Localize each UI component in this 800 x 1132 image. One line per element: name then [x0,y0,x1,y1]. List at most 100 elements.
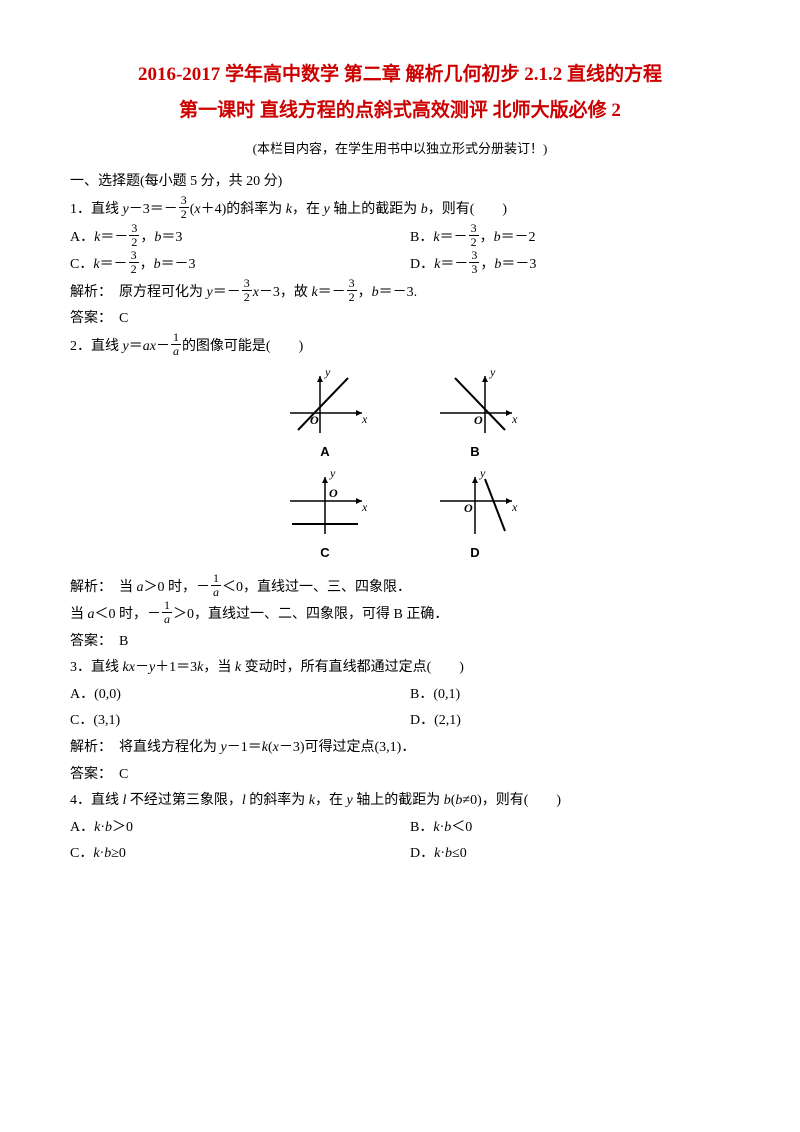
var-b: b [421,202,428,217]
opt-label: D． [410,257,434,272]
mid: 的斜率为 [246,793,309,808]
q4-option-b: B．k·b＜0 [400,815,730,842]
q1-options: A．k＝－32，b＝3 B．k＝－32，b＝－2 C．k＝－32，b＝－3 D．… [70,224,730,279]
q3-option-b: B．(0,1) [400,682,730,709]
eq: ＝－ [440,229,468,244]
exp-pre: 解析： 当 [70,579,137,594]
q1-option-c: C．k＝－32，b＝－3 [70,251,400,279]
exp-pre: 解析： 将直线方程化为 [70,740,221,755]
fraction-3-2: 32 [242,277,252,304]
opt-label: C． [70,257,93,272]
frac-num: 3 [242,277,252,291]
q2-tail: 的图像可能是( ) [182,339,303,354]
graph-label-c: C [280,541,370,566]
tail: －3)可得过定点(3,1)． [279,740,416,755]
q1-mid4: ，在 [292,202,324,217]
q1-tail: ，则有( ) [428,202,507,217]
q4-option-d: D．k·b≤0 [400,841,730,868]
section-1-heading: 一、选择题(每小题 5 分，共 20 分) [70,169,730,196]
q1-answer: 答案： C [70,306,730,333]
val: ＝－3 [161,257,196,272]
q1-explanation: 解析： 原方程可化为 y＝－32x－3，故 k＝－32，b＝－3. [70,279,730,307]
eq: ＝ [129,339,143,354]
question-1: 1．直线 y－3＝－32(x＋4)的斜率为 k，在 y 轴上的截距为 b，则有(… [70,196,730,224]
q3-option-d: D．(2,1) [400,708,730,735]
lt: ＜0 时，－ [95,607,162,622]
q2-explanation-1: 解析： 当 a＞0 时，－1a＜0，直线过一、三、四象限． [70,574,730,602]
val: ＝－3. [379,284,418,299]
graph-label-a: A [280,440,370,465]
val: ＝－3 [501,257,536,272]
svg-text:O: O [329,486,338,500]
var-b: b [445,846,452,861]
mid: ≠0)，则有( ) [462,793,561,808]
q3-answer: 答案： C [70,762,730,789]
var-b: b [444,793,451,808]
q1-option-d: D．k＝－33，b＝－3 [400,251,730,279]
q1-option-b: B．k＝－32，b＝－2 [400,224,730,252]
title-line-1: 2016-2017 学年高中数学 第二章 解析几何初步 2.1.2 直线的方程 [70,60,730,90]
graph-b: y x O B [430,368,520,465]
q4-option-a: A．k·b＞0 [70,815,400,842]
frac-num: 3 [179,194,189,208]
mid: － [135,660,149,675]
frac-den: 2 [469,236,479,249]
frac-den: 2 [179,208,189,221]
svg-text:O: O [474,413,483,427]
q2-explanation-2: 当 a＜0 时，－1a＞0，直线过一、二、四象限，可得 B 正确． [70,601,730,629]
mid: ，当 [203,660,235,675]
graph-c: y x O C [280,469,370,566]
frac-den: 2 [347,291,357,304]
frac-den: a [211,586,221,599]
question-2: 2．直线 y＝ax－1a的图像可能是( ) [70,333,730,361]
packaging-note: (本栏目内容，在学生用书中以独立形式分册装订！) [70,137,730,162]
opt-label: C． [70,846,93,861]
svg-text:y: y [489,368,496,379]
svg-text:O: O [464,501,473,515]
fraction-1-a: 1a [162,599,172,626]
fraction-3-2: 32 [347,277,357,304]
q1-prefix: 1．直线 [70,202,123,217]
frac-num: 1 [162,599,172,613]
var-a: a [137,579,144,594]
fraction-1-a: 1a [171,331,181,358]
var-a: a [143,339,150,354]
fraction-3-2: 32 [469,222,479,249]
opt-label: A． [70,820,94,835]
frac-den: a [171,345,181,358]
fraction-1-a: 1a [211,572,221,599]
val: ≤0 [452,846,467,861]
graph-a: y x O A [280,368,370,465]
frac-num: 3 [469,222,479,236]
q3-options: A．(0,0) B．(0,1) C．(3,1) D．(2,1) [70,682,730,735]
fraction-3-2: 32 [129,222,139,249]
exp-pre: 解析： 原方程可化为 [70,284,207,299]
frac-num: 3 [129,222,139,236]
frac-den: 3 [469,263,479,276]
mid: ，在 [315,793,347,808]
opt-label: A． [70,229,94,244]
q1-mid1: －3＝－ [129,202,178,217]
val: ＜0 [451,820,472,835]
mid: －1＝ [227,740,262,755]
graph-d: y x O D [430,469,520,566]
q1-mid5: 轴上的截距为 [330,202,421,217]
q2-graphs: y x O A y x O B [70,368,730,565]
svg-text:x: x [511,500,518,514]
frac-den: 2 [129,236,139,249]
mid: 变动时，所有直线都通过定点( ) [241,660,464,675]
eq: ＝－ [100,229,128,244]
opt-label: D． [410,846,434,861]
var-a: a [88,607,95,622]
val: ＝－2 [501,229,536,244]
val: ＝3 [161,229,182,244]
minus: － [156,339,170,354]
val: ≥0 [111,846,126,861]
q3-option-a: A．(0,0) [70,682,400,709]
frac-num: 1 [171,331,181,345]
eq: ＝－ [440,257,468,272]
fraction-3-3: 33 [469,249,479,276]
q3-pre: 3．直线 [70,660,123,675]
eq: ＝－ [100,257,128,272]
opt-label: B． [410,229,433,244]
